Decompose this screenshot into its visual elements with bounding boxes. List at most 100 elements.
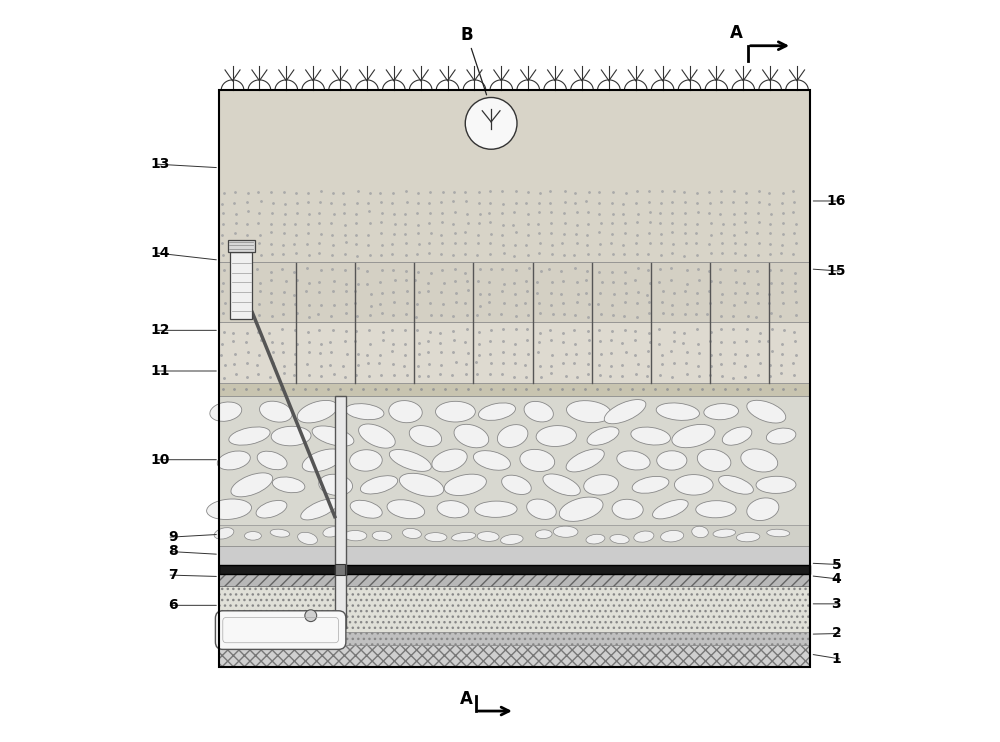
Ellipse shape (713, 529, 736, 537)
Bar (219, 90, 810, 667)
Text: B: B (460, 26, 473, 44)
Text: 10: 10 (150, 453, 170, 467)
Ellipse shape (756, 476, 796, 493)
Ellipse shape (432, 449, 467, 472)
Ellipse shape (350, 500, 382, 518)
Text: 4: 4 (831, 573, 841, 586)
Ellipse shape (604, 400, 646, 424)
Ellipse shape (535, 530, 552, 539)
Ellipse shape (704, 404, 739, 420)
Bar (219, 546, 810, 565)
FancyBboxPatch shape (215, 611, 346, 649)
Ellipse shape (736, 533, 760, 542)
Ellipse shape (566, 449, 604, 472)
Ellipse shape (387, 500, 425, 519)
Ellipse shape (475, 501, 517, 517)
Ellipse shape (656, 403, 699, 421)
Ellipse shape (543, 474, 580, 496)
Text: 1: 1 (831, 652, 841, 666)
Ellipse shape (527, 499, 556, 519)
Ellipse shape (452, 532, 476, 541)
Ellipse shape (536, 426, 576, 447)
Ellipse shape (722, 427, 752, 445)
Ellipse shape (747, 498, 779, 521)
Text: 8: 8 (168, 545, 178, 559)
Ellipse shape (207, 499, 252, 519)
Ellipse shape (217, 451, 250, 470)
Text: 3: 3 (832, 597, 841, 611)
Ellipse shape (437, 501, 469, 518)
Ellipse shape (389, 450, 431, 471)
Ellipse shape (210, 402, 242, 421)
Ellipse shape (524, 401, 553, 422)
Ellipse shape (260, 401, 292, 422)
Ellipse shape (229, 427, 270, 445)
Ellipse shape (297, 401, 337, 423)
Ellipse shape (312, 426, 354, 446)
Text: 5: 5 (831, 558, 841, 571)
Ellipse shape (587, 427, 619, 445)
Ellipse shape (696, 501, 736, 518)
Bar (219, 383, 810, 396)
Ellipse shape (444, 474, 486, 496)
Bar (219, 586, 810, 632)
Ellipse shape (454, 424, 489, 447)
Ellipse shape (692, 526, 708, 538)
Ellipse shape (344, 531, 367, 541)
Text: 16: 16 (827, 194, 846, 208)
Ellipse shape (319, 474, 353, 496)
Bar (219, 565, 810, 574)
Ellipse shape (478, 403, 515, 421)
Ellipse shape (719, 476, 753, 494)
Ellipse shape (399, 473, 444, 496)
Bar (219, 632, 810, 645)
Bar (219, 90, 810, 262)
Ellipse shape (298, 532, 317, 545)
Bar (219, 645, 810, 667)
Ellipse shape (586, 534, 605, 544)
Ellipse shape (634, 531, 654, 542)
Ellipse shape (244, 531, 261, 540)
Bar (219, 525, 810, 546)
Ellipse shape (661, 531, 684, 542)
Ellipse shape (302, 449, 343, 472)
Ellipse shape (425, 533, 447, 542)
Ellipse shape (631, 427, 670, 445)
Ellipse shape (256, 500, 287, 518)
Ellipse shape (477, 531, 499, 542)
Ellipse shape (617, 451, 650, 470)
Ellipse shape (657, 451, 687, 470)
Ellipse shape (501, 534, 523, 545)
Ellipse shape (672, 424, 715, 447)
Ellipse shape (747, 400, 786, 423)
Bar (335, 564, 345, 575)
Bar (219, 574, 810, 586)
Ellipse shape (559, 497, 603, 522)
Bar (219, 322, 810, 383)
Ellipse shape (697, 450, 731, 472)
Ellipse shape (301, 499, 339, 520)
Ellipse shape (214, 528, 234, 539)
Text: 7: 7 (168, 568, 178, 582)
Ellipse shape (360, 476, 398, 494)
Ellipse shape (389, 401, 422, 423)
Text: 14: 14 (150, 246, 170, 260)
Ellipse shape (270, 529, 290, 537)
Circle shape (465, 97, 517, 149)
Bar (219, 396, 810, 525)
Ellipse shape (766, 428, 796, 444)
Text: 9: 9 (168, 531, 178, 545)
Text: 15: 15 (827, 264, 846, 278)
Ellipse shape (402, 528, 421, 539)
Ellipse shape (372, 531, 392, 541)
Ellipse shape (409, 426, 442, 447)
Ellipse shape (566, 401, 611, 423)
Text: 2: 2 (831, 626, 841, 640)
Ellipse shape (653, 499, 688, 519)
Ellipse shape (584, 475, 618, 495)
Ellipse shape (767, 529, 790, 536)
Ellipse shape (610, 534, 629, 544)
Circle shape (305, 610, 317, 622)
Text: 13: 13 (150, 157, 170, 171)
Ellipse shape (272, 477, 305, 493)
